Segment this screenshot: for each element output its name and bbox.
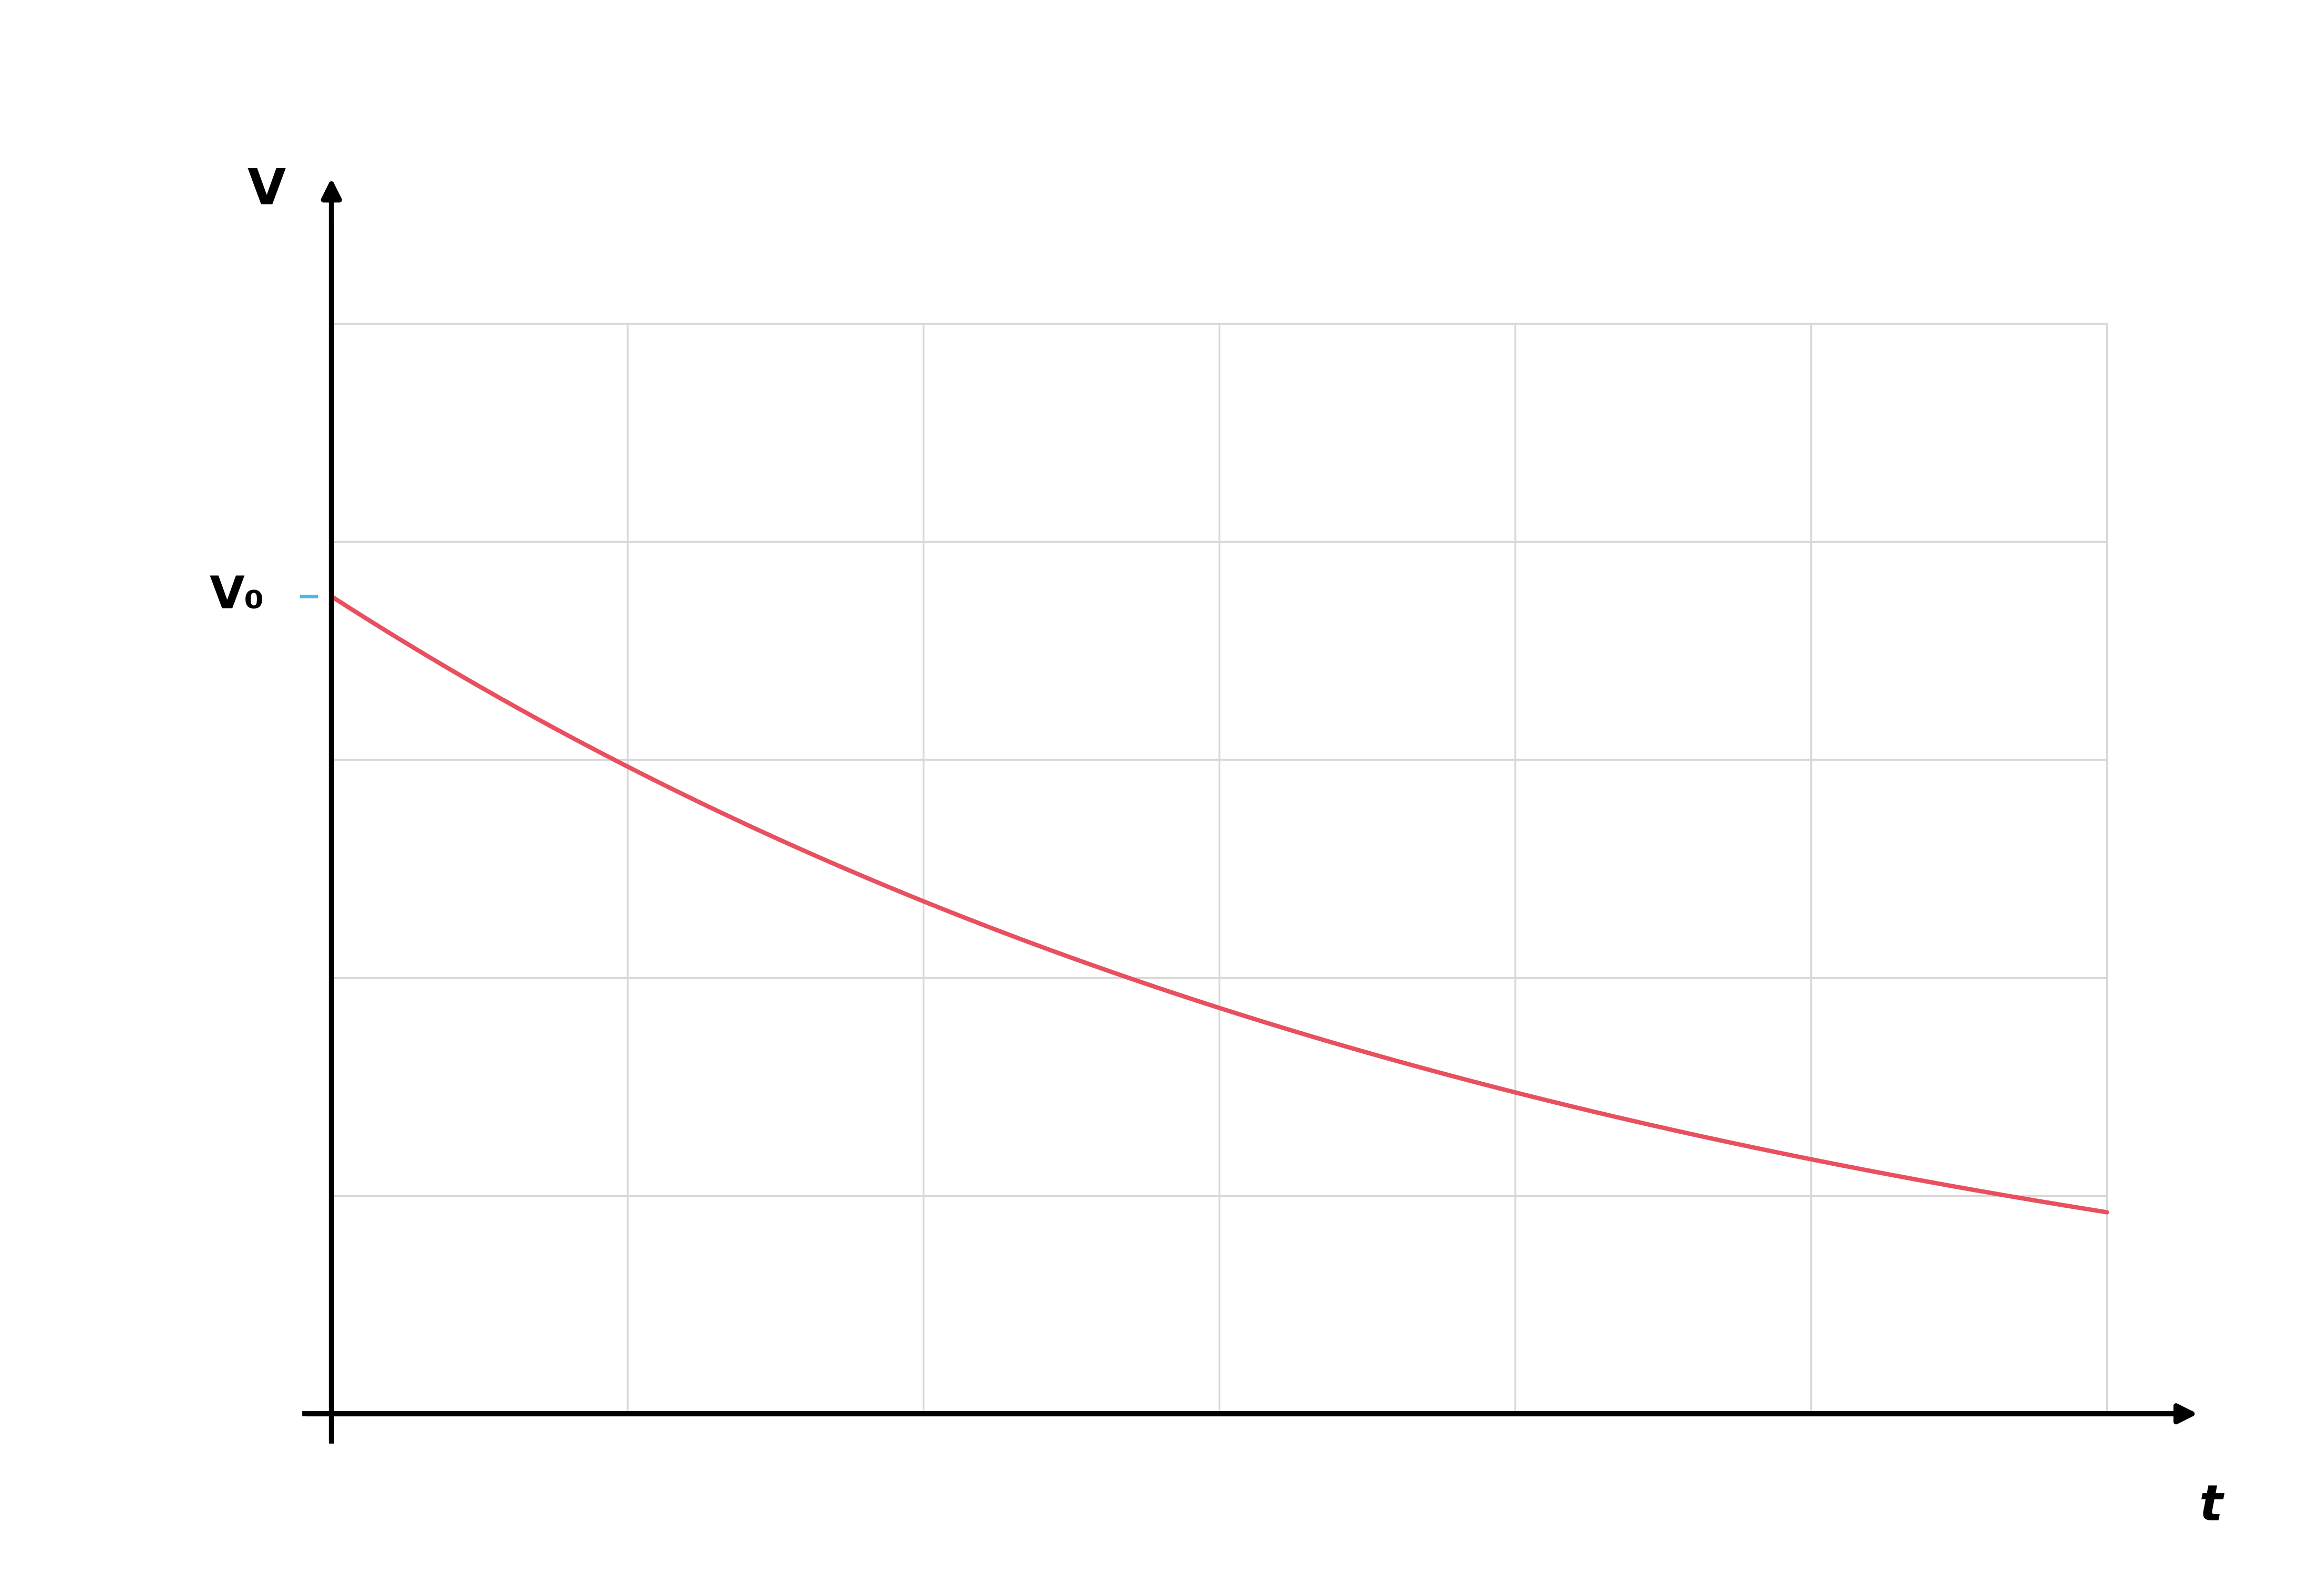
Text: t: t	[2200, 1483, 2223, 1531]
Text: V₀: V₀	[209, 575, 264, 618]
Text: V: V	[248, 166, 285, 214]
